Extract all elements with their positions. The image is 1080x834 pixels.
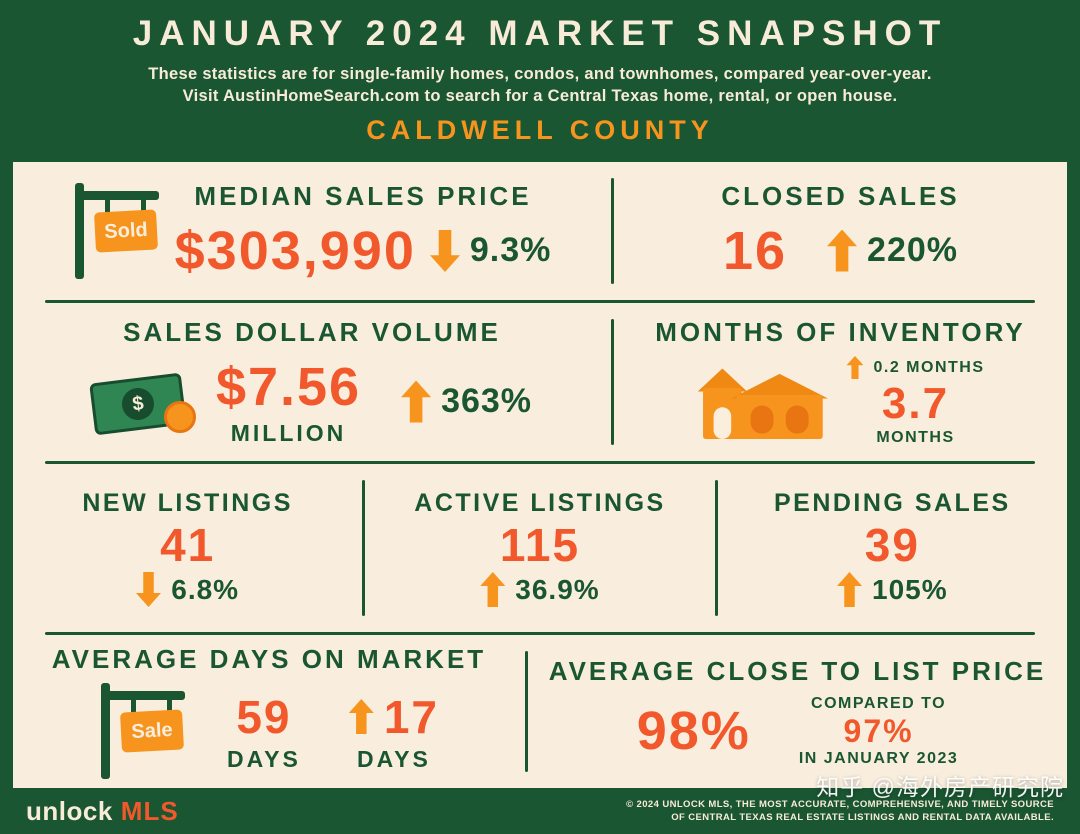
sold-sign-label: Sold [93,209,158,253]
sign-bar [74,191,159,200]
pending-sales-change: 105% [872,573,948,605]
months-of-inventory-card: MONTHS OF INVENTORY 0.2 M [614,303,1067,461]
avg-days-value: 59 [236,690,292,743]
months-of-inventory-change: 0.2 MONTHS [873,358,985,376]
new-listings-label: NEW LISTINGS [82,489,293,517]
vertical-divider [362,480,366,616]
closed-sales-value: 16 [722,220,788,281]
new-listings-change: 6.8% [171,573,240,605]
footer: unlock MLS © 2024 UNLOCK MLS, THE MOST A… [0,788,1080,834]
horizontal-divider [45,632,1035,635]
vertical-divider [525,651,528,772]
compared-to-period: IN JANUARY 2023 [798,749,959,767]
months-of-inventory-value: 3.7 [881,379,950,428]
pending-sales-value: 39 [864,519,920,571]
up-arrow-icon [348,699,374,734]
vertical-divider [714,480,718,616]
sales-dollar-volume-unit: MILLION [230,420,347,446]
active-listings-label: ACTIVE LISTINGS [414,489,666,517]
sale-sign-label: Sale [120,709,185,753]
row-days-closetolist: AVERAGE DAYS ON MARKET Sale 59 DAYS [13,635,1067,788]
sign-post [101,683,111,779]
compared-to-value: 97% [843,712,914,749]
copyright-line-1: © 2024 UNLOCK MLS, THE MOST ACCURATE, CO… [626,798,1054,810]
up-arrow-icon [827,229,858,272]
copyright-text: © 2024 UNLOCK MLS, THE MOST ACCURATE, CO… [626,798,1054,825]
down-arrow-icon [136,572,161,607]
up-arrow-icon [401,380,432,423]
sign-hook [104,200,110,212]
avg-close-to-list-value: 98% [636,701,751,761]
sales-dollar-volume-label: SALES DOLLAR VOLUME [123,317,501,347]
horizontal-divider [45,300,1035,303]
pending-sales-label: PENDING SALES [773,489,1011,517]
median-sales-price-card: Sold MEDIAN SALES PRICE $303,990 9.3% [13,162,611,300]
median-sales-price-value: $303,990 [174,220,416,281]
sold-sign-icon: Sold [73,183,161,279]
pending-sales-card: PENDING SALES 39 105% [718,464,1067,632]
avg-days-change-unit: DAYS [357,745,431,772]
dollar-symbol: $ [120,385,156,422]
new-listings-value: 41 [160,519,216,571]
zhihu-watermark: 知乎 @海外房产研究院 [816,774,1064,800]
compared-to-label: COMPARED TO [811,694,947,712]
avg-days-value-unit: DAYS [227,745,301,772]
sign-hook [167,700,173,712]
unlock-mls-logo: unlock MLS [26,796,179,827]
avg-days-on-market-label: AVERAGE DAYS ON MARKET [51,644,487,674]
months-of-inventory-unit: MONTHS [876,429,955,446]
median-sales-price-label: MEDIAN SALES PRICE [194,180,532,211]
stats-panel: Sold MEDIAN SALES PRICE $303,990 9.3% CL… [13,162,1067,788]
avg-close-to-list-card: AVERAGE CLOSE TO LIST PRICE 98% COMPARED… [528,635,1067,788]
header: JANUARY 2024 MARKET SNAPSHOT These stati… [0,0,1080,162]
months-of-inventory-label: MONTHS OF INVENTORY [655,317,1026,347]
active-listings-value: 115 [499,519,581,571]
sign-bar [101,691,186,700]
avg-close-to-list-label: AVERAGE CLOSE TO LIST PRICE [548,655,1047,686]
county-title: CALDWELL COUNTY [366,115,714,145]
active-listings-change: 36.9% [515,573,600,605]
horizontal-divider [45,461,1035,464]
closed-sales-card: CLOSED SALES 16 220% [614,162,1067,300]
down-arrow-icon [430,230,460,272]
vertical-divider [611,178,614,284]
closed-sales-change: 220% [867,231,959,269]
sales-dollar-volume-card: SALES DOLLAR VOLUME $ $7.56 MILLION 363% [13,303,611,461]
new-listings-card: NEW LISTINGS 41 6.8% [13,464,362,632]
coin-icon [163,400,196,433]
up-arrow-icon [480,572,506,607]
up-arrow-icon [846,356,864,379]
sales-dollar-volume-change: 363% [441,382,533,420]
row-price-closed: Sold MEDIAN SALES PRICE $303,990 9.3% CL… [13,162,1067,300]
avg-days-change: 17 [383,690,439,743]
money-icon: $ [89,369,198,435]
closed-sales-label: CLOSED SALES [721,180,960,211]
house-icon [698,368,829,439]
active-listings-card: ACTIVE LISTINGS 115 36.9% [365,464,714,632]
sales-dollar-volume-value: $7.56 [215,357,362,417]
header-subtitle-1: These statistics are for single-family h… [148,65,932,83]
brand-unlock: unlock [26,795,113,826]
row-listings: NEW LISTINGS 41 6.8% ACTIVE LISTINGS 115… [13,464,1067,632]
header-subtitle-2: Visit AustinHomeSearch.com to search for… [182,87,898,105]
brand-mls: MLS [120,795,179,826]
sign-hook [131,700,137,712]
sign-post [74,183,84,279]
copyright-line-2: OF CENTRAL TEXAS REAL ESTATE LISTINGS AN… [671,812,1054,823]
sign-hook [140,200,146,212]
avg-days-on-market-card: AVERAGE DAYS ON MARKET Sale 59 DAYS [13,635,525,788]
median-sales-price-change: 9.3% [469,231,552,269]
sale-sign-icon: Sale [99,683,187,779]
up-arrow-icon [837,572,862,607]
vertical-divider [611,319,614,445]
row-volume-inventory: SALES DOLLAR VOLUME $ $7.56 MILLION 363% [13,303,1067,461]
page-title: JANUARY 2024 MARKET SNAPSHOT [132,14,948,53]
